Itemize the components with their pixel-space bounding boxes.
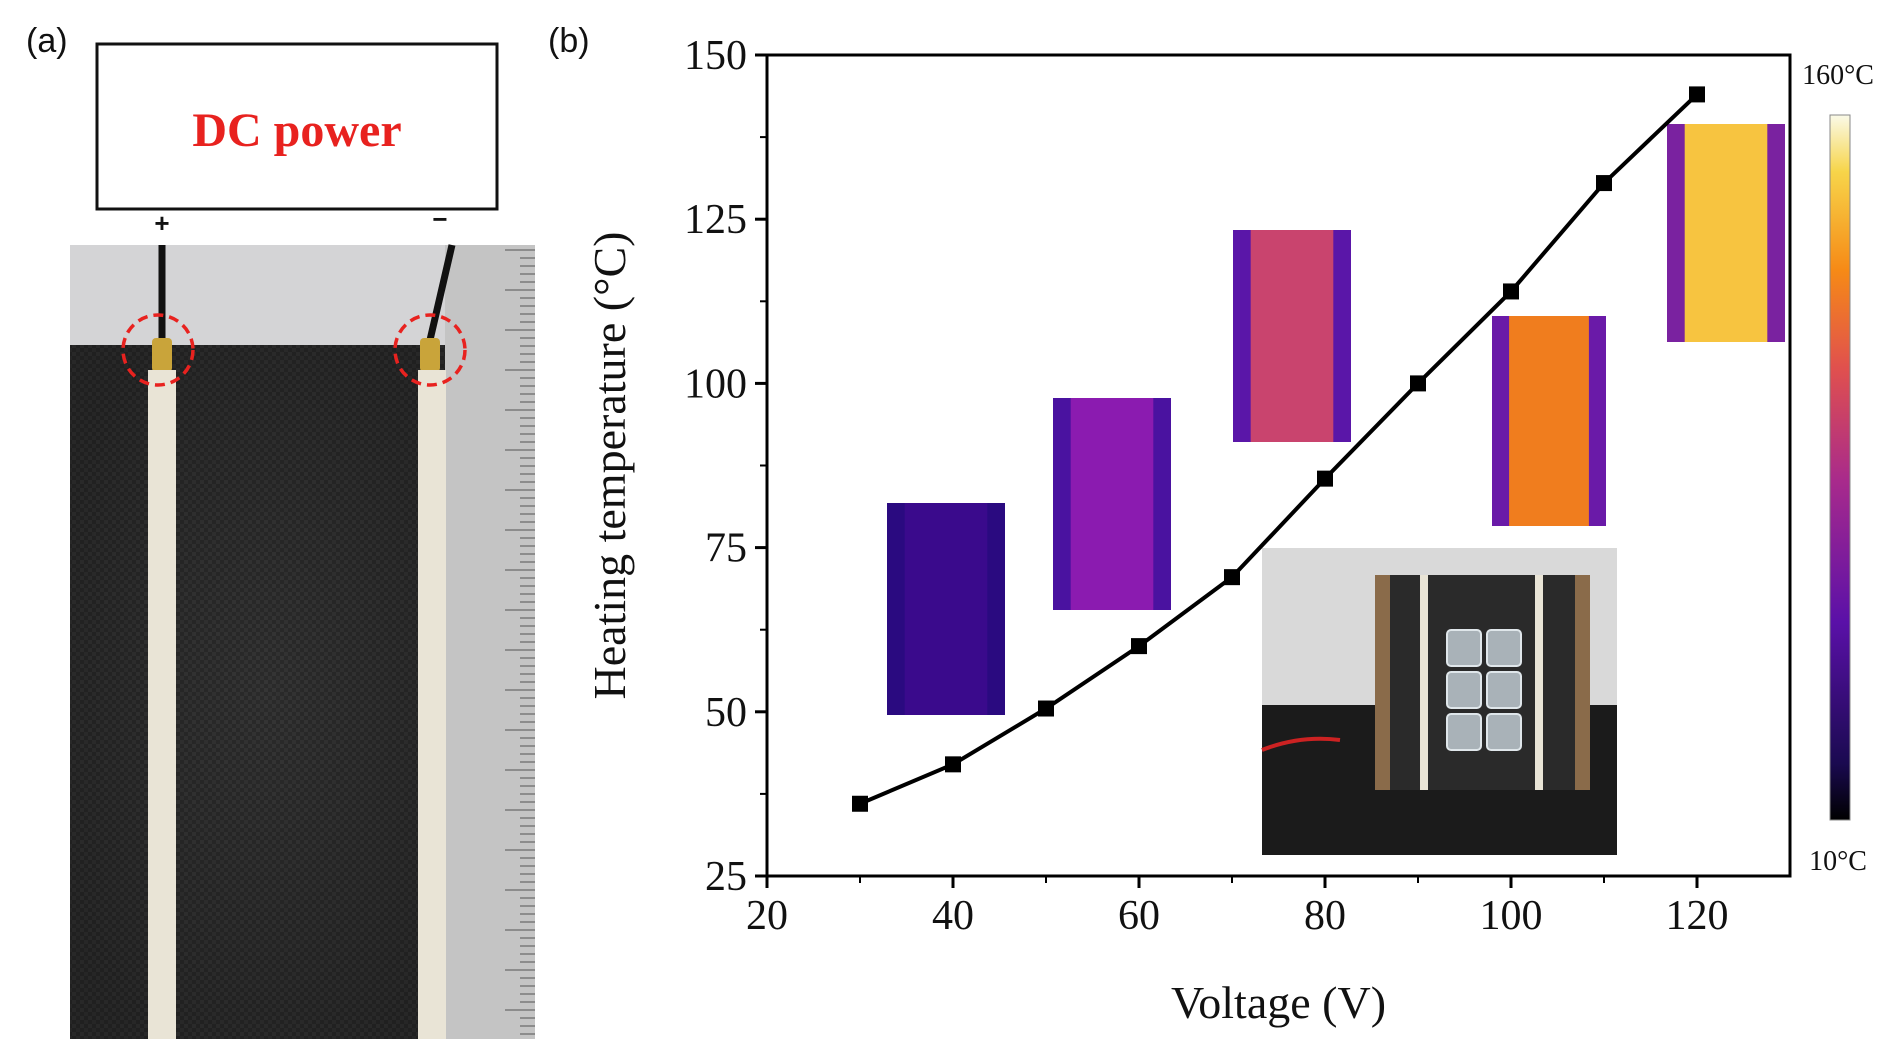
plus-terminal-sign: + [154,208,169,238]
thermal-inset-core [1684,124,1768,342]
data-point [852,795,868,812]
x-tick-label: 80 [1304,893,1346,939]
y-tick-label: 150 [684,33,747,79]
panel-b-label: (b) [548,22,590,60]
ruler-ticks [505,249,535,1035]
thermal-120v-inset [1667,124,1785,342]
dc-power-box [95,42,499,211]
plot-area: 20 40 60 80 100 120 25 50 75 100 125 150 Voltage (V)… [584,33,1792,1028]
x-tick-label: 100 [1480,893,1543,939]
x-tick-label: 120 [1666,893,1729,939]
positive-electrode-strip [148,370,176,1039]
thermal-90v-inset [1492,316,1606,526]
x-tick-label: 20 [746,893,788,939]
data-point [1317,470,1333,487]
photo-ice-cube [1446,713,1482,751]
photo-ice-cube [1486,671,1522,709]
dc-power-label: DC power [192,104,401,157]
thermal-70v-inset [1233,230,1351,442]
panel-a: (a) DC power + − [26,22,535,1039]
photo-red-wire [1261,736,1341,752]
photo-heater-fabric [1390,575,1575,790]
data-point [1503,283,1519,300]
photo-ice-cube [1486,713,1522,751]
panel-a-label: (a) [26,22,68,60]
x-tick-label: 40 [932,893,974,939]
heater-photo [70,244,535,1039]
data-point [1689,86,1705,103]
series-line [859,92,1699,806]
negative-lug [420,338,440,372]
negative-electrode-strip [418,370,446,1039]
ice-melting-photo-inset [1261,548,1617,855]
y-axis-title: Heating temperature (°C) [584,232,635,700]
thermal-inset-core [1250,230,1334,442]
photo-ice-cube [1446,629,1482,667]
colorbar-max-label: 160°C [1802,60,1874,91]
x-tick-label: 60 [1118,893,1160,939]
minus-terminal-sign: − [432,204,447,234]
colorbar [1829,114,1851,821]
y-tick-label: 100 [684,361,747,407]
x-axis-title: Voltage (V) [1171,977,1386,1028]
negative-contact-highlight [393,313,467,387]
positive-lug [152,338,172,372]
positive-contact-highlight [121,313,195,387]
photo-ice-cube [1486,629,1522,667]
photo-strip-right [1535,575,1543,790]
data-point [1596,175,1612,192]
negative-wire [426,244,456,341]
panel-b: (b) 20 40 60 80 100 120 25 50 75 100 125 150 Voltage… [548,22,1874,1028]
thermal-inset-core [1509,316,1589,526]
y-tick-label: 75 [705,526,747,572]
thermal-inset-core [1070,398,1154,610]
thermal-30v-inset [887,503,1005,715]
photo-ice-cube [1446,671,1482,709]
colorbar-min-label: 10°C [1809,846,1867,877]
data-point [1410,375,1426,392]
data-point [1131,638,1147,655]
thermal-inset-core [904,503,988,715]
data-point [945,756,961,773]
y-tick-label: 125 [684,197,747,243]
photo-strip-left [1420,575,1428,790]
data-point [1224,569,1240,586]
data-point [1038,700,1054,717]
thermal-50v-inset [1053,398,1171,610]
y-tick-label: 25 [705,854,747,900]
y-tick-label: 50 [705,690,747,736]
